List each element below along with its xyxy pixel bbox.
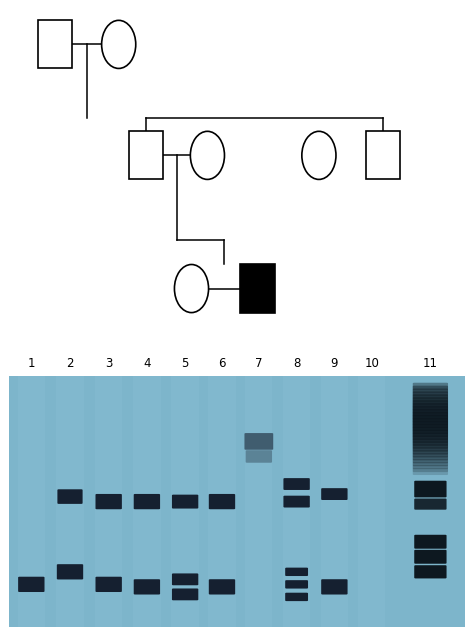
Bar (365, 131, 400, 179)
FancyBboxPatch shape (413, 439, 448, 446)
FancyBboxPatch shape (414, 481, 447, 497)
FancyBboxPatch shape (413, 448, 448, 455)
Bar (209, 376, 236, 627)
FancyBboxPatch shape (172, 574, 198, 585)
Text: 5: 5 (182, 357, 189, 370)
FancyBboxPatch shape (95, 577, 122, 592)
FancyBboxPatch shape (413, 424, 448, 431)
FancyBboxPatch shape (18, 577, 45, 592)
Text: 8: 8 (293, 357, 301, 370)
FancyBboxPatch shape (413, 415, 448, 422)
Bar (245, 376, 273, 627)
FancyBboxPatch shape (172, 495, 198, 508)
FancyBboxPatch shape (413, 386, 448, 393)
FancyBboxPatch shape (57, 489, 82, 504)
FancyBboxPatch shape (413, 450, 448, 457)
FancyBboxPatch shape (413, 445, 448, 451)
FancyBboxPatch shape (413, 409, 448, 416)
FancyBboxPatch shape (246, 450, 272, 463)
Bar (321, 376, 348, 627)
FancyBboxPatch shape (414, 550, 447, 564)
FancyBboxPatch shape (414, 565, 447, 579)
Bar (95, 376, 122, 627)
FancyBboxPatch shape (413, 406, 448, 413)
FancyBboxPatch shape (57, 564, 83, 579)
FancyBboxPatch shape (413, 391, 448, 399)
FancyBboxPatch shape (285, 593, 308, 601)
FancyBboxPatch shape (413, 403, 448, 410)
FancyBboxPatch shape (413, 429, 448, 437)
Bar (172, 376, 199, 627)
Text: 7: 7 (255, 357, 263, 370)
FancyBboxPatch shape (209, 579, 235, 594)
FancyBboxPatch shape (134, 579, 160, 594)
FancyBboxPatch shape (413, 427, 448, 434)
FancyBboxPatch shape (414, 535, 447, 549)
FancyBboxPatch shape (413, 421, 448, 428)
Bar (18, 376, 45, 627)
FancyBboxPatch shape (172, 589, 198, 600)
Text: 1: 1 (27, 357, 35, 370)
FancyBboxPatch shape (413, 412, 448, 419)
Text: 2: 2 (66, 357, 74, 370)
Text: 10: 10 (364, 357, 379, 370)
FancyBboxPatch shape (285, 580, 308, 589)
FancyBboxPatch shape (413, 441, 448, 448)
FancyBboxPatch shape (209, 494, 235, 509)
FancyBboxPatch shape (283, 478, 310, 490)
Bar (240, 265, 274, 313)
FancyBboxPatch shape (321, 488, 347, 500)
Text: 6: 6 (218, 357, 226, 370)
FancyBboxPatch shape (413, 382, 448, 390)
FancyBboxPatch shape (321, 579, 347, 594)
Text: 9: 9 (331, 357, 338, 370)
FancyBboxPatch shape (413, 453, 448, 460)
FancyBboxPatch shape (95, 494, 122, 509)
FancyBboxPatch shape (134, 494, 160, 509)
Ellipse shape (174, 265, 209, 313)
FancyBboxPatch shape (285, 567, 308, 576)
Bar (56, 376, 83, 627)
Text: 3: 3 (105, 357, 112, 370)
Ellipse shape (101, 20, 136, 68)
FancyBboxPatch shape (413, 465, 448, 472)
Text: 4: 4 (143, 357, 151, 370)
FancyBboxPatch shape (413, 462, 448, 469)
Bar (38, 20, 72, 68)
FancyBboxPatch shape (413, 459, 448, 466)
Bar (283, 376, 310, 627)
FancyBboxPatch shape (413, 389, 448, 396)
FancyBboxPatch shape (413, 456, 448, 463)
FancyBboxPatch shape (413, 401, 448, 408)
FancyBboxPatch shape (413, 394, 448, 401)
Ellipse shape (302, 131, 336, 179)
FancyBboxPatch shape (245, 433, 273, 450)
FancyBboxPatch shape (413, 418, 448, 425)
Bar (129, 131, 163, 179)
Bar (358, 376, 385, 627)
FancyBboxPatch shape (414, 498, 447, 510)
FancyBboxPatch shape (413, 398, 448, 404)
FancyBboxPatch shape (413, 468, 448, 475)
FancyBboxPatch shape (413, 436, 448, 443)
FancyBboxPatch shape (283, 496, 310, 507)
Ellipse shape (191, 131, 225, 179)
Text: 11: 11 (423, 357, 438, 370)
Bar (133, 376, 161, 627)
FancyBboxPatch shape (413, 433, 448, 440)
